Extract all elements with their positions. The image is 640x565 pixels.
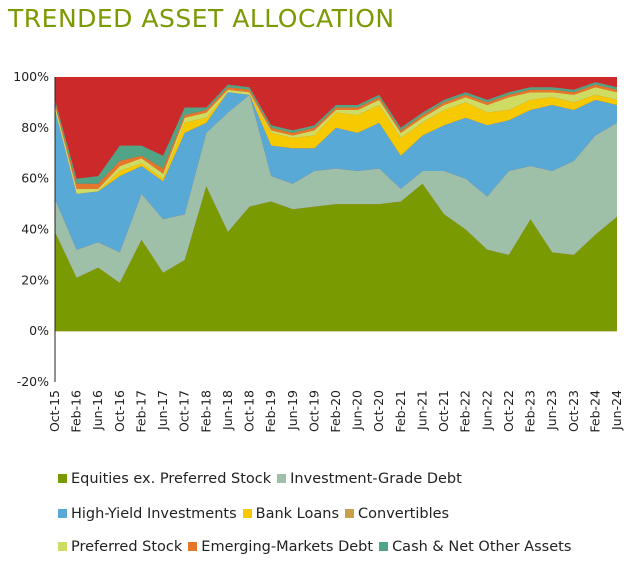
legend-item: High-Yield Investments [58,506,237,522]
x-tick-label: Jun-18 [220,390,235,431]
legend-row: High-Yield Investments Bank Loans Converti… [58,503,455,523]
x-tick-label: Feb-17 [133,390,148,433]
x-tick-label: Oct-16 [112,390,127,432]
legend-label: High-Yield Investments [71,505,237,522]
x-tick-label: Feb-16 [69,390,84,433]
x-tick-label: Oct-20 [371,390,386,432]
x-tick-label: Oct-23 [566,390,581,432]
plot-area [55,77,617,332]
y-tick-label: 80% [21,120,49,135]
legend-item: Investment-Grade Debt [277,471,462,487]
x-tick-label: Oct-21 [436,390,451,432]
area-series-5 [55,87,617,194]
area-series-3 [55,92,617,194]
legend-item: Bank Loans [242,505,340,522]
legend-row: Preferred Stock Emerging-Markets Debt Cash… [58,536,577,556]
axes: -20% 0% 20% 40% 60% 80% 100% Oct-15 Feb-16 Jun-16… [13,69,624,433]
legend-label: Preferred Stock [71,538,183,555]
x-tick-label: Jun-17 [155,390,170,431]
legend-row: Equities ex. Preferred Stock Investment-G… [58,468,468,488]
x-tick-label: Feb-18 [198,390,213,433]
x-tick-label: Oct-22 [501,390,516,432]
legend-swatch [277,474,287,483]
x-tick-label: Oct-15 [47,390,62,432]
x-tick-label: Jun-20 [350,390,365,431]
legend-label: Convertibles [358,505,450,522]
x-tick-label: Jun-22 [479,390,494,431]
x-tick-label: Feb-19 [263,390,278,433]
area-series-0 [55,183,617,332]
legend-item: Equities ex. Preferred Stock [58,471,271,487]
legend-label: Cash & Net Other Assets [392,538,572,555]
legend-item: Cash & Net Other Assets [379,539,571,555]
area-series-1 [55,94,617,283]
x-tick-label: Oct-18 [242,390,257,432]
area-series-2 [55,92,617,253]
area-chart: -20% 0% 20% 40% 60% 80% 100% Oct-15 Feb-16 Jun-16… [13,69,624,433]
legend-swatch [379,542,389,551]
legend-item: Emerging-Markets Debt [188,539,373,555]
x-tick-label: Oct-17 [177,390,192,432]
x-tick-label: Oct-19 [306,390,321,432]
x-tick-label: Jun-23 [544,390,559,431]
legend-swatch [58,509,67,518]
x-tick-label: Feb-20 [328,390,343,433]
y-tick-label: -20% [17,374,49,389]
x-tick-label: Feb-24 [587,390,602,433]
x-tick-label: Feb-22 [458,390,473,433]
legend-swatch [188,542,198,551]
x-tick-label: Jun-24 [609,390,624,431]
legend-item: Convertibles [345,506,449,522]
x-tick-label: Feb-23 [523,390,538,433]
x-tick-label: Jun-19 [285,390,300,431]
legend-label: Investment-Grade Debt [290,470,462,487]
y-tick-label: 100% [13,69,49,84]
legend-label: Emerging-Markets Debt [201,538,374,555]
x-tick-label: Jun-21 [414,390,429,431]
legend-swatch [345,509,355,518]
x-tick-label: Feb-21 [393,390,408,433]
legend-label: Equities ex. Preferred Stock [71,470,272,487]
legend-swatch [58,474,67,483]
legend-swatch [58,542,67,551]
area-series-7 [55,82,617,184]
y-tick-label: 40% [21,222,49,237]
legend-item: Preferred Stock [58,539,182,555]
legend-label: Bank Loans [255,505,340,522]
y-tick-label: 60% [21,171,49,186]
x-tick-label: Jun-16 [90,390,105,431]
legend-swatch [242,509,252,518]
chart-title: TRENDED ASSET ALLOCATION [8,4,395,33]
y-tick-label: 0% [29,323,49,338]
y-tick-label: 20% [21,272,49,287]
